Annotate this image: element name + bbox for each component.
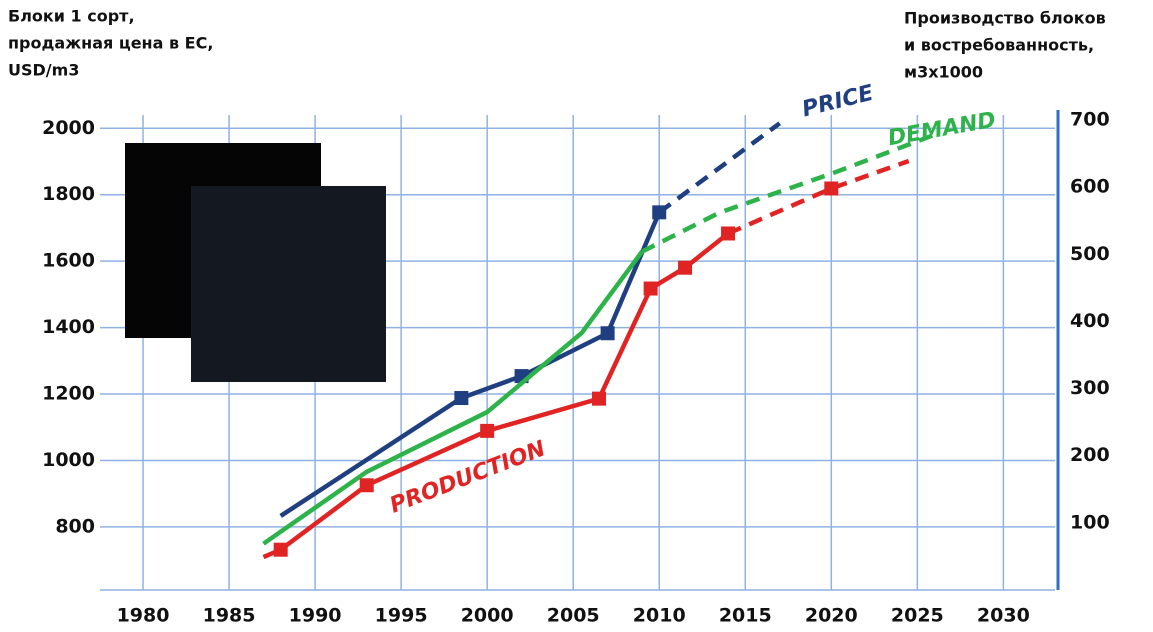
point-marker [592, 392, 606, 406]
y-tick-label: 1600 [42, 250, 95, 272]
point-marker [274, 543, 288, 557]
series-line [728, 161, 909, 234]
y2-tick-label: 300 [1070, 377, 1110, 399]
x-tick-label: 2010 [633, 605, 686, 627]
y-tick-label: 1000 [42, 449, 95, 471]
point-marker [678, 261, 692, 275]
chart: 1980 1985 1990 1995 2000 2005 2010 2015 2020 2025… [0, 0, 1153, 632]
point-marker [644, 282, 658, 296]
x-tick-label: 1990 [289, 605, 342, 627]
point-marker [480, 424, 494, 438]
y2-axis-title: и востребованность, [904, 36, 1094, 55]
point-marker [360, 478, 374, 492]
y-axis-title: продажная цена в ЕС, [8, 34, 213, 53]
y-tick-label: 1800 [42, 183, 95, 205]
series-line [659, 123, 779, 212]
y-tick-label: 2000 [42, 117, 95, 139]
point-marker [652, 205, 666, 219]
y2-tick-label: 400 [1070, 310, 1110, 332]
point-marker [454, 391, 468, 405]
point-marker [824, 181, 838, 195]
series-label: DEMAND [886, 108, 998, 152]
y2-tick-label: 600 [1070, 176, 1110, 198]
y2-tick-label: 700 [1070, 109, 1110, 131]
point-marker [601, 326, 615, 340]
y-tick-label: 1400 [42, 316, 95, 338]
x-tick-label: 1985 [203, 605, 256, 627]
x-tick-label: 2005 [547, 605, 600, 627]
series-label: PRICE [800, 81, 876, 123]
y2-axis-title: Производство блоков [904, 9, 1106, 28]
y-axis-title: Блоки 1 сорт, [8, 7, 135, 26]
x-tick-label: 2025 [891, 605, 944, 627]
x-tick-label: 2000 [461, 605, 514, 627]
y2-tick-label: 100 [1070, 511, 1110, 533]
y2-tick-label: 200 [1070, 444, 1110, 466]
point-marker [721, 226, 735, 240]
x-tick-label: 2015 [719, 605, 772, 627]
x-tick-label: 2030 [977, 605, 1030, 627]
y2-axis-title: м3х1000 [904, 63, 983, 82]
x-tick-label: 2020 [805, 605, 858, 627]
y-tick-label: 800 [55, 515, 95, 537]
y-tick-label: 1200 [42, 383, 95, 405]
y-axis-title: USD/m3 [8, 61, 79, 80]
photo [191, 186, 386, 382]
x-tick-label: 1995 [375, 605, 428, 627]
y2-tick-label: 500 [1070, 243, 1110, 265]
x-tick-label: 1980 [117, 605, 170, 627]
